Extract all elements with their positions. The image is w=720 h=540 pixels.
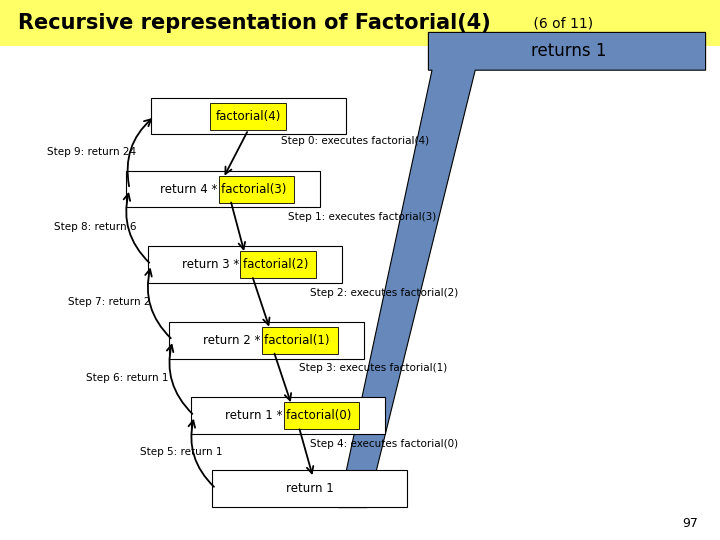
Text: returns 1: returns 1 bbox=[531, 42, 606, 60]
Text: Step 9: return 24: Step 9: return 24 bbox=[47, 147, 136, 157]
Text: (6 of 11): (6 of 11) bbox=[529, 16, 593, 30]
Text: factorial(4): factorial(4) bbox=[216, 110, 281, 123]
Text: Step 0: executes factorial(4): Step 0: executes factorial(4) bbox=[281, 137, 429, 146]
FancyBboxPatch shape bbox=[219, 176, 294, 202]
FancyBboxPatch shape bbox=[240, 251, 316, 278]
FancyBboxPatch shape bbox=[284, 402, 359, 429]
FancyBboxPatch shape bbox=[262, 327, 338, 354]
Polygon shape bbox=[338, 32, 706, 508]
FancyBboxPatch shape bbox=[210, 103, 286, 130]
Text: return 1: return 1 bbox=[286, 482, 333, 495]
FancyBboxPatch shape bbox=[169, 322, 364, 359]
FancyBboxPatch shape bbox=[191, 397, 385, 434]
Text: Step 7: return 2: Step 7: return 2 bbox=[68, 298, 151, 307]
Text: Step 4: executes factorial(0): Step 4: executes factorial(0) bbox=[310, 439, 458, 449]
Text: Step 6: return 1: Step 6: return 1 bbox=[86, 373, 169, 383]
FancyBboxPatch shape bbox=[151, 98, 346, 134]
Text: return 2 * factorial(1): return 2 * factorial(1) bbox=[203, 334, 330, 347]
FancyBboxPatch shape bbox=[212, 470, 407, 507]
Text: return 3 * factorial(2): return 3 * factorial(2) bbox=[181, 258, 308, 271]
Text: Step 1: executes factorial(3): Step 1: executes factorial(3) bbox=[288, 212, 436, 222]
Text: Recursive representation of Factorial(4): Recursive representation of Factorial(4) bbox=[18, 13, 491, 33]
FancyBboxPatch shape bbox=[148, 246, 342, 283]
Text: Step 2: executes factorial(2): Step 2: executes factorial(2) bbox=[310, 288, 458, 298]
Text: return 1 * factorial(0): return 1 * factorial(0) bbox=[225, 409, 351, 422]
Text: Step 5: return 1: Step 5: return 1 bbox=[140, 447, 223, 457]
FancyBboxPatch shape bbox=[126, 171, 320, 207]
Text: Step 8: return 6: Step 8: return 6 bbox=[54, 222, 137, 232]
Bar bbox=[0, 0, 720, 46]
Text: 97: 97 bbox=[683, 517, 698, 530]
Text: return 4 * factorial(3): return 4 * factorial(3) bbox=[160, 183, 287, 195]
Text: Step 3: executes factorial(1): Step 3: executes factorial(1) bbox=[299, 363, 447, 373]
